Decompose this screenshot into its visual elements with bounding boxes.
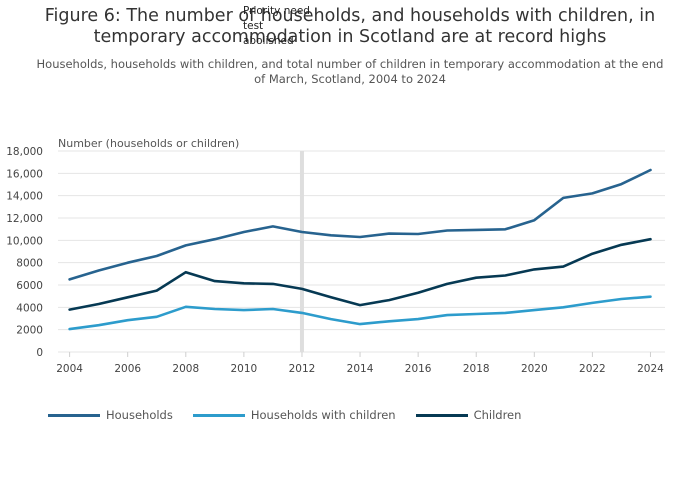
y-tick-label: 18,000 bbox=[6, 146, 43, 158]
priority-need-annotation: Priority need test abolished bbox=[243, 5, 310, 47]
legend-item-households[interactable]: Households bbox=[48, 408, 173, 422]
x-tick-label: 2014 bbox=[347, 363, 374, 375]
y-tick-label: 16,000 bbox=[6, 168, 43, 180]
axis-layer: 0 2000 4000 6000 8000 10,000 12,000 14,000 16,00… bbox=[6, 146, 664, 375]
x-tick-label: 2008 bbox=[172, 363, 199, 375]
chart-subtitle: Households, households with children, an… bbox=[36, 57, 664, 86]
legend-label-households: Households bbox=[106, 408, 173, 422]
legend-swatch-households-with-children bbox=[192, 413, 245, 417]
legend-swatch-households bbox=[48, 413, 100, 417]
x-tick-label: 2012 bbox=[289, 363, 316, 375]
x-tick-label: 2024 bbox=[637, 363, 664, 375]
legend-swatch-children bbox=[415, 413, 468, 417]
y-tick-label: 0 bbox=[36, 347, 43, 359]
chart-title: Figure 6: The number of households, and … bbox=[44, 6, 656, 47]
legend-label-children: Children bbox=[473, 408, 522, 422]
x-tick-label: 2018 bbox=[463, 363, 490, 375]
y-tick-label: 4000 bbox=[16, 302, 43, 314]
x-tick-label: 2004 bbox=[56, 363, 83, 375]
series-line-households-with-children[interactable] bbox=[68, 295, 652, 331]
series-layer bbox=[68, 168, 652, 331]
series-line-children[interactable] bbox=[68, 237, 652, 311]
series-line-households[interactable] bbox=[68, 168, 652, 281]
y-tick-label: 6000 bbox=[16, 280, 43, 292]
x-tick-label: 2016 bbox=[405, 363, 432, 375]
y-tick-label: 10,000 bbox=[6, 235, 43, 247]
y-tick-label: 14,000 bbox=[6, 191, 43, 203]
y-tick-label: 2000 bbox=[16, 325, 43, 337]
y-tick-label: 12,000 bbox=[6, 213, 43, 225]
legend-item-children[interactable]: Children bbox=[415, 408, 522, 422]
x-tick-label: 2020 bbox=[521, 363, 548, 375]
x-tick-label: 2022 bbox=[579, 363, 606, 375]
grid-layer bbox=[58, 150, 665, 353]
y-axis-title: Number (households or children) bbox=[58, 137, 239, 150]
legend-label-households-with-children: Households with children bbox=[250, 408, 396, 422]
x-tick-label: 2006 bbox=[114, 363, 141, 375]
legend: Households Households with children Chil… bbox=[48, 408, 541, 422]
legend-item-households-with-children[interactable]: Households with children bbox=[192, 408, 396, 422]
x-tick-label: 2010 bbox=[231, 363, 258, 375]
y-tick-label: 8000 bbox=[16, 258, 43, 270]
